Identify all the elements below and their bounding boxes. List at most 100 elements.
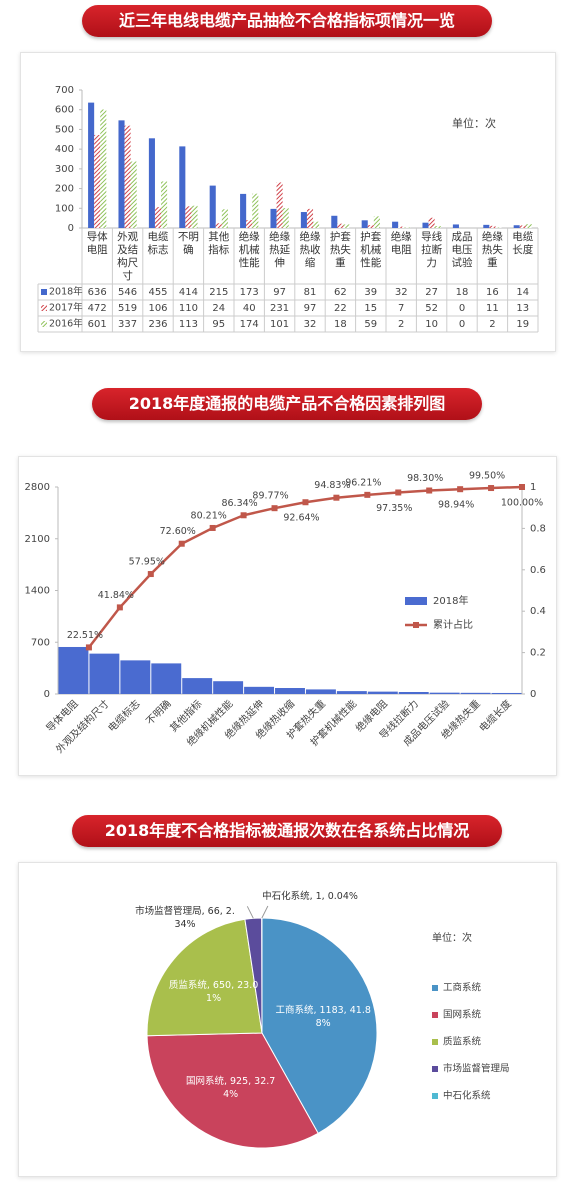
table-value: 337	[118, 319, 137, 330]
table-value: 14	[516, 287, 529, 298]
legend-swatch	[405, 597, 427, 605]
table-value: 7	[398, 303, 404, 314]
bar	[343, 224, 350, 228]
bar	[94, 134, 101, 228]
table-value: 174	[240, 319, 259, 330]
table-value: 0	[459, 319, 465, 330]
bar	[367, 691, 398, 694]
table-value: 32	[395, 287, 408, 298]
bar	[100, 109, 107, 228]
table-value: 15	[364, 303, 377, 314]
y2-tick-label: 0.8	[530, 523, 546, 534]
legend-label: 累计占比	[433, 618, 473, 631]
table-value: 2	[398, 319, 404, 330]
category-label: 导线拉断力	[421, 231, 443, 269]
bar	[519, 225, 526, 228]
table-value: 32	[304, 319, 317, 330]
data-label: 22.51%	[67, 630, 103, 641]
legend-swatch	[432, 1012, 438, 1018]
y-tick-label: 100	[55, 203, 74, 214]
bar	[191, 205, 198, 228]
bar	[182, 678, 213, 694]
category-label: 其他指标	[208, 231, 230, 256]
bar	[373, 216, 380, 228]
section-title: 近三年电线电缆产品抽检不合格指标项情况一览	[82, 5, 492, 37]
point	[209, 524, 216, 531]
table-value: 97	[304, 303, 317, 314]
section-title: 2018年度不合格指标被通报次数在各系统占比情况	[72, 815, 502, 847]
leader-line	[261, 905, 269, 919]
bar	[209, 185, 216, 228]
table-value: 110	[179, 303, 198, 314]
data-label: 98.94%	[438, 500, 474, 511]
table-value: 97	[273, 287, 286, 298]
bar	[244, 686, 275, 694]
table-value: 18	[334, 319, 347, 330]
bar	[422, 222, 429, 228]
category-label: 绝缘机械性能	[238, 231, 260, 269]
table-value: 19	[516, 319, 529, 330]
point	[178, 540, 185, 547]
bar	[460, 692, 491, 694]
legend-swatch	[41, 289, 47, 295]
table-value: 40	[243, 303, 256, 314]
point	[457, 486, 464, 493]
bar	[252, 193, 259, 228]
y-tick-label: 200	[55, 184, 74, 195]
table-value: 414	[179, 287, 198, 298]
table-value: 95	[212, 319, 225, 330]
legend-label: 2018年	[49, 286, 83, 298]
data-label: 94.83%	[314, 480, 350, 491]
table-value: 81	[304, 287, 317, 298]
category-label: 绝缘热延伸	[269, 231, 291, 269]
bar	[313, 221, 320, 228]
bar	[240, 193, 247, 228]
legend-swatch	[41, 321, 47, 327]
y2-tick-label: 0.4	[530, 606, 546, 617]
point	[488, 485, 495, 492]
y-tick-label: 1400	[25, 586, 50, 597]
y2-tick-label: 0	[530, 689, 536, 700]
y2-tick-label: 1	[530, 482, 536, 493]
data-label: 41.84%	[98, 590, 134, 601]
bar	[185, 206, 192, 228]
pie-slice	[261, 917, 378, 1135]
legend-swatch	[432, 1039, 438, 1045]
legend-swatch	[432, 1066, 438, 1072]
table-value: 231	[270, 303, 289, 314]
bar	[398, 692, 429, 694]
bar	[428, 217, 435, 228]
y2-tick-label: 0.6	[530, 565, 546, 576]
category-label: 导体电阻	[86, 231, 108, 256]
table-value: 472	[88, 303, 107, 314]
table-value: 101	[270, 319, 289, 330]
table-value: 546	[118, 287, 137, 298]
bar	[331, 215, 338, 228]
bar	[124, 125, 131, 228]
data-label: 72.60%	[160, 526, 196, 537]
table-value: 39	[364, 287, 377, 298]
x-tick-label: 电缆标志	[105, 697, 142, 734]
data-label: 99.50%	[469, 471, 505, 482]
bar	[89, 653, 120, 694]
bar	[120, 660, 151, 694]
x-tick-label: 外观及结构尺寸	[53, 697, 112, 756]
annotation: 单位：次	[432, 931, 472, 944]
y-tick-label: 0	[68, 223, 74, 234]
bar	[367, 225, 374, 228]
table-value: 236	[148, 319, 167, 330]
y-tick-label: 700	[31, 637, 50, 648]
table-value: 59	[364, 319, 377, 330]
data-label: 57.95%	[129, 557, 165, 568]
legend-label: 市场监督管理局	[443, 1063, 510, 1075]
leader-line	[246, 906, 254, 919]
y-tick-label: 600	[55, 105, 74, 116]
table-value: 16	[486, 287, 499, 298]
section-title: 2018年度通报的电缆产品不合格因素排列图	[92, 388, 482, 420]
category-label: 绝缘电阻	[390, 231, 412, 256]
bar	[58, 646, 89, 694]
panel	[18, 456, 557, 776]
bar	[213, 681, 244, 694]
data-label: 92.64%	[283, 513, 319, 524]
